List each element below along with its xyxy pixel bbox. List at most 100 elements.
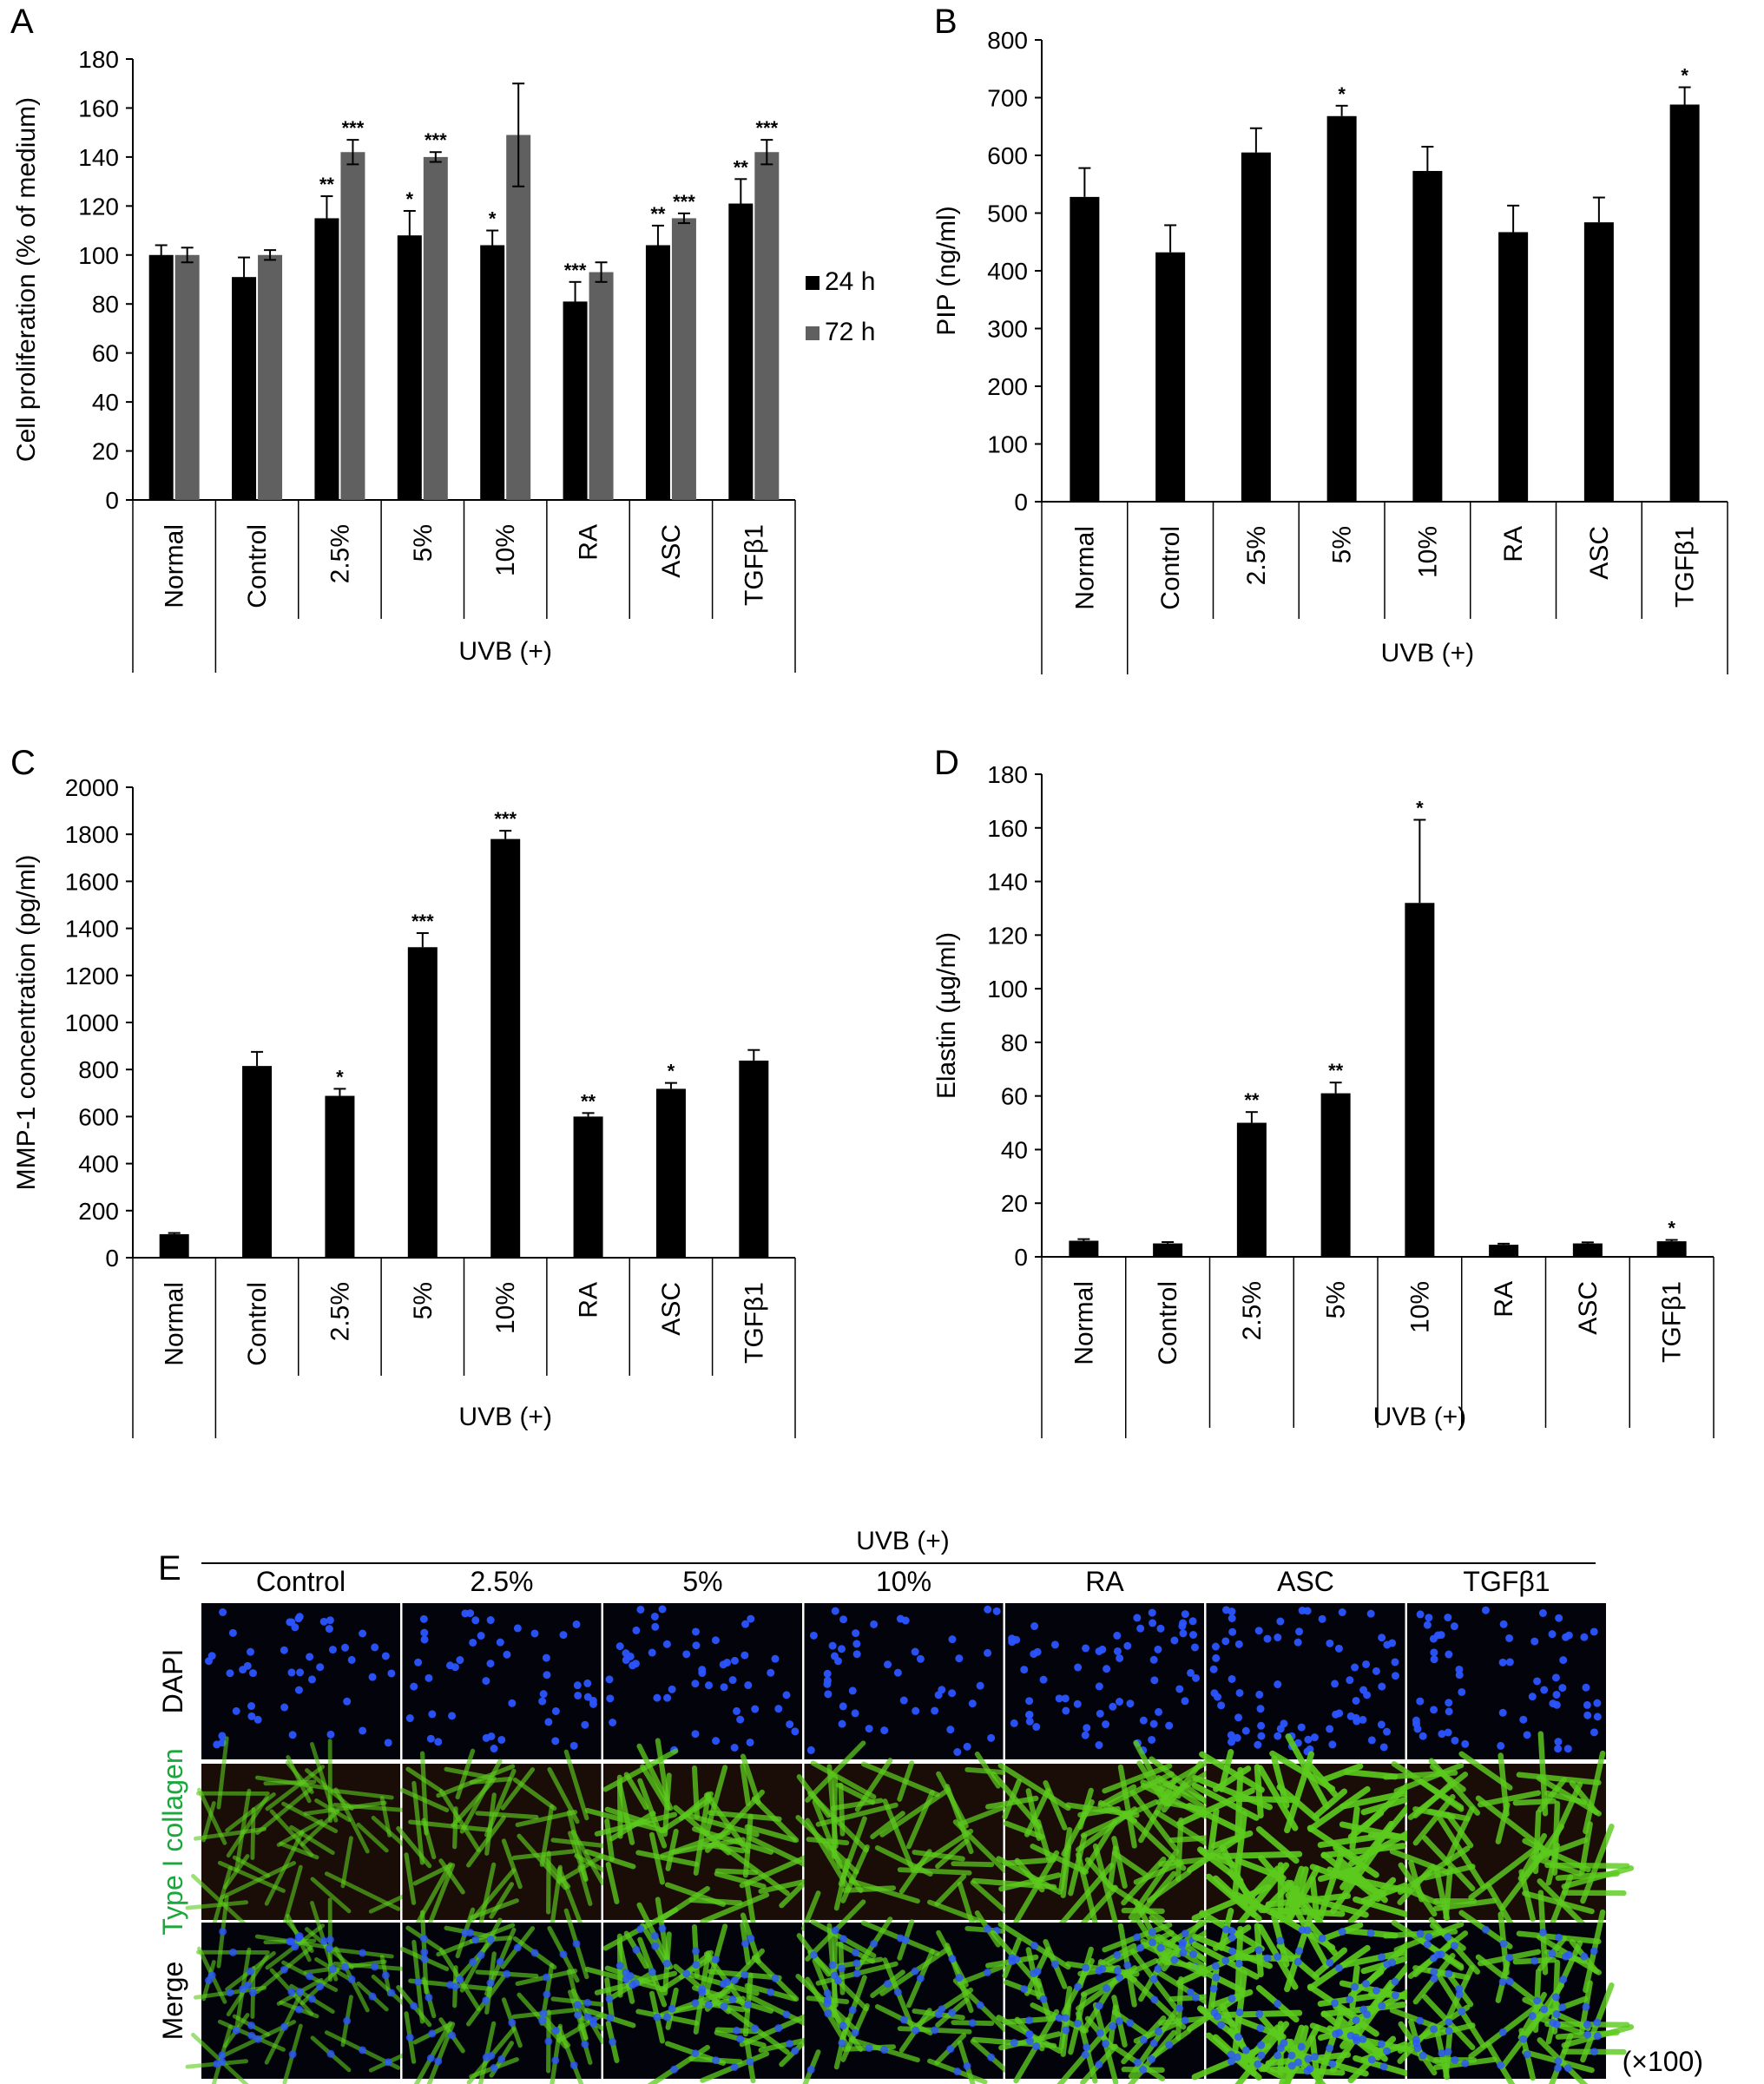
nucleus [1179,1629,1188,1638]
nucleus [1372,1986,1380,1995]
nucleus [420,1635,429,1644]
micrograph-panel-E: E UVB (+) Control 2.5% 5% 10% RA ASC TGFβ1 DAPI Ty… [157,1527,1703,2084]
nucleus [445,1661,454,1670]
nucleus [530,1629,539,1638]
nucleus [288,1731,297,1739]
nucleus [1165,2041,1174,2049]
nucleus [247,2031,256,2040]
nucleus [1378,1682,1386,1691]
nucleus [420,1955,429,1963]
collagen-fiber [637,1778,668,1849]
y-tick-label: 20 [1001,1190,1028,1217]
bar [480,245,505,500]
nucleus [1326,1725,1334,1733]
nucleus [648,1968,656,1976]
nucleus [1133,1614,1142,1622]
collagen-fiber [570,1830,605,1886]
bar [563,301,588,500]
bar [573,1116,603,1258]
nucleus [218,2058,227,2067]
y-tick-label: 100 [987,431,1028,458]
nucleus [1359,2035,1367,2043]
nucleus [1148,2054,1156,2063]
bar [325,1095,355,1258]
nucleus [1293,1957,1302,1966]
nucleus [384,2058,392,2067]
collagen-fiber [541,1855,571,1889]
nucleus [232,1706,240,1715]
nucleus [410,2002,418,2010]
nucleus [824,1690,833,1699]
nucleus [823,1989,832,1997]
nucleus [316,1982,325,1991]
nucleus [1030,1942,1039,1950]
nucleus [219,1607,227,1616]
column-label: Control [256,1566,346,1597]
nucleus [653,2013,662,2022]
nucleus [445,1981,454,1989]
nucleus [1551,1673,1560,1682]
nucleus [1590,1728,1598,1737]
nucleus [653,1693,662,1702]
nucleus [736,1715,745,1724]
nucleus [434,1738,443,1746]
nucleus [538,2016,547,2025]
nucleus [852,1640,861,1648]
nucleus [486,1616,495,1625]
nucleus [359,1726,367,1735]
nucleus [663,2013,672,2022]
nucleus [482,1733,490,1742]
y-tick-label: 1000 [65,1009,119,1036]
micrograph-dapi-0 [201,1603,400,1759]
collagen-fiber [216,1736,229,1810]
collagen-fiber [974,1751,1001,1789]
nucleus [609,2038,617,2047]
nucleus [1170,1636,1179,1645]
bar [407,947,438,1258]
nucleus [976,2001,984,2009]
nucleus [247,1712,256,1720]
significance-marker: *** [342,117,365,139]
nucleus [574,1691,583,1699]
nucleus [791,1727,800,1736]
y-tick-label: 140 [78,144,119,171]
x-tick-label: 2.5% [326,524,354,583]
bar [1498,232,1529,502]
significance-marker: * [336,1066,344,1088]
nucleus [539,1690,548,1699]
nucleus [1548,1630,1557,1639]
collagen-fiber [444,1766,497,1781]
y-tick-label: 200 [78,1198,119,1225]
collagen-fiber [655,1738,670,1802]
collagen-fiber [1530,1854,1583,1877]
bar [1656,1241,1687,1257]
nucleus [1181,1930,1189,1938]
collagen-fiber [910,1828,974,1872]
magnification-label: (×100) [1622,2046,1703,2077]
bar [1070,196,1100,502]
nucleus [1010,2038,1018,2047]
collagen-fiber [1080,1884,1118,1927]
nucleus [482,1677,490,1686]
nucleus [1328,1740,1337,1749]
nucleus [1334,1963,1343,1972]
nucleus [1538,1608,1547,1617]
bar [1572,1243,1603,1257]
collagen-fiber [1432,1897,1497,1912]
nucleus [359,2046,367,2054]
collagen-fiber [399,1787,450,1812]
nucleus [615,1962,624,1970]
nucleus [1025,1717,1034,1726]
bar [728,203,754,500]
significance-marker: * [668,1061,675,1082]
nucleus [1530,1956,1539,1965]
y-tick-label: 1600 [65,868,119,895]
collagen-fiber [708,1810,782,1822]
nucleus [1297,2042,1306,2051]
nucleus [1498,1708,1507,1717]
nucleus [963,1742,971,1751]
nucleus [1181,1610,1189,1619]
nucleus [306,1653,314,1661]
nucleus [482,2053,490,2061]
nucleus [466,1929,475,1937]
